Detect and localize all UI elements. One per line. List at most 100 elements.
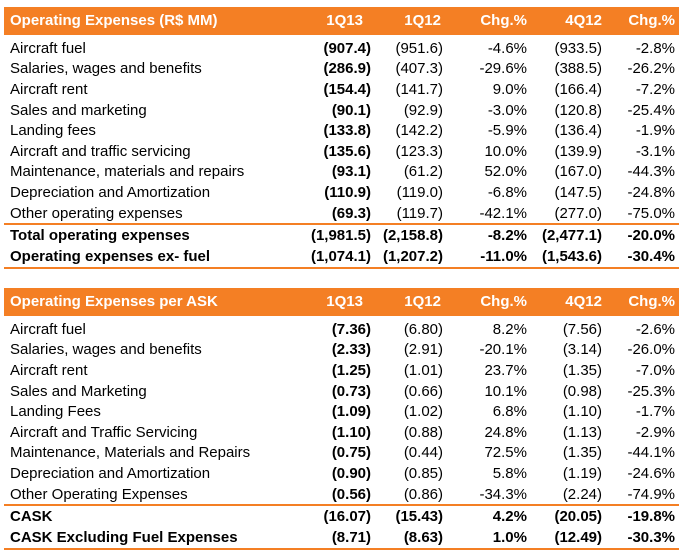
table-body: Aircraft fuel (7.36) (6.80) 8.2% (7.56) -2.6%… xyxy=(4,316,679,550)
row-value: -24.6% xyxy=(627,464,675,482)
total-value: (2,477.1) xyxy=(541,227,602,245)
row-value: 9.0% xyxy=(492,80,527,98)
total-value: (15.43) xyxy=(395,508,443,526)
total-row: CASK (16.07) (15.43) 4.2% (20.05) -19.8% xyxy=(4,504,679,527)
row-value: -20.1% xyxy=(479,341,527,359)
operating-expenses-per-ask-table: Operating Expenses per ASK 1Q13 1Q12 Chg.% 4… xyxy=(4,288,679,550)
row-label: Aircraft fuel xyxy=(10,320,86,338)
total-value: (2,158.8) xyxy=(382,227,443,245)
row-value: 6.8% xyxy=(492,403,527,421)
total-value: -20.0% xyxy=(627,227,675,245)
row-value: -6.8% xyxy=(487,183,527,201)
table-row: Aircraft rent (1.25) (1.01) 23.7% (1.35) -7.0… xyxy=(4,360,679,381)
total-label: CASK xyxy=(10,508,53,526)
column-header: 1Q12 xyxy=(404,292,441,310)
table-title: Operating Expenses (R$ MM) xyxy=(10,11,218,29)
table-row: Sales and Marketing (0.73) (0.66) 10.1% (0.9… xyxy=(4,381,679,402)
row-value: (6.80) xyxy=(403,320,443,338)
row-label: Depreciation and Amortization xyxy=(10,183,211,201)
total-value: (16.07) xyxy=(323,508,371,526)
total-value: -8.2% xyxy=(487,227,527,245)
row-label: Sales and marketing xyxy=(10,101,147,119)
total-value: 4.2% xyxy=(492,508,527,526)
row-value: (135.6) xyxy=(323,142,371,160)
row-value: -26.0% xyxy=(627,341,675,359)
row-value: -7.0% xyxy=(635,361,675,379)
row-value: (139.9) xyxy=(554,142,602,160)
total-value: -11.0% xyxy=(480,247,527,265)
row-value: (1.35) xyxy=(562,361,602,379)
total-value: (8.71) xyxy=(331,528,371,546)
row-value: (110.9) xyxy=(324,183,371,201)
total-row: Operating expenses ex- fuel (1,074.1) (1,2… xyxy=(4,246,679,267)
column-header: Chg.% xyxy=(628,292,675,310)
row-value: (154.4) xyxy=(323,80,371,98)
row-value: (3.14) xyxy=(562,341,602,359)
row-value: (907.4) xyxy=(323,39,371,57)
row-value: (0.90) xyxy=(331,464,371,482)
total-value: (1,981.5) xyxy=(310,227,371,245)
row-value: (1.25) xyxy=(331,361,371,379)
total-value: (20.05) xyxy=(554,508,602,526)
table-title: Operating Expenses per ASK xyxy=(10,292,218,310)
row-label: Aircraft and traffic servicing xyxy=(10,142,191,160)
table-row: Aircraft rent (154.4) (141.7) 9.0% (166.4) -7… xyxy=(4,79,679,100)
total-row: CASK Excluding Fuel Expenses (8.71) (8.63)… xyxy=(4,527,679,548)
row-value: (142.2) xyxy=(395,122,443,140)
row-value: (90.1) xyxy=(331,101,371,119)
row-value: -1.7% xyxy=(635,403,675,421)
row-label: Landing Fees xyxy=(10,403,101,421)
row-value: -29.6% xyxy=(479,60,527,78)
column-header: Chg.% xyxy=(480,292,527,310)
row-value: -25.4% xyxy=(627,101,675,119)
row-value: (1.02) xyxy=(403,403,443,421)
row-value: -4.6% xyxy=(487,39,527,57)
row-value: -2.6% xyxy=(635,320,675,338)
row-value: 23.7% xyxy=(484,361,527,379)
row-label: Salaries, wages and benefits xyxy=(10,60,202,78)
row-value: (0.88) xyxy=(403,423,443,441)
row-value: 72.5% xyxy=(484,444,527,462)
row-value: (69.3) xyxy=(331,204,371,222)
row-label: Other operating expenses xyxy=(10,204,183,222)
row-label: Aircraft rent xyxy=(10,361,88,379)
row-label: Aircraft and Traffic Servicing xyxy=(10,423,198,441)
total-value: (8.63) xyxy=(403,528,443,546)
row-value: 8.2% xyxy=(492,320,527,338)
row-value: (166.4) xyxy=(554,80,602,98)
row-value: (286.9) xyxy=(323,60,371,78)
row-value: 10.1% xyxy=(484,382,527,400)
table-row: Sales and marketing (90.1) (92.9) -3.0% (120… xyxy=(4,100,679,121)
table-row: Depreciation and Amortization (0.90) (0.85… xyxy=(4,463,679,484)
row-value: (1.35) xyxy=(562,444,602,462)
table-row: Landing Fees (1.09) (1.02) 6.8% (1.10) -1.7% xyxy=(4,401,679,422)
row-label: Aircraft rent xyxy=(10,80,88,98)
total-value: (1,207.2) xyxy=(382,247,443,265)
row-label: Salaries, wages and benefits xyxy=(10,341,202,359)
row-value: -26.2% xyxy=(627,60,675,78)
table-row: Maintenance, Materials and Repairs (0.75)… xyxy=(4,443,679,464)
row-value: (0.98) xyxy=(562,382,602,400)
row-value: -2.9% xyxy=(635,423,675,441)
row-value: -34.3% xyxy=(479,485,527,503)
table-row: Other Operating Expenses (0.56) (0.86) -34.… xyxy=(4,484,679,505)
row-value: (0.73) xyxy=(331,382,371,400)
row-label: Landing fees xyxy=(10,122,96,140)
total-value: -30.4% xyxy=(627,247,675,265)
row-value: (119.7) xyxy=(396,204,443,222)
table-header: Operating Expenses per ASK 1Q13 1Q12 Chg.% 4… xyxy=(4,288,679,316)
row-value: (133.8) xyxy=(323,122,371,140)
row-value: (61.2) xyxy=(403,163,443,181)
column-header: 1Q13 xyxy=(326,11,363,29)
row-value: (2.24) xyxy=(562,485,602,503)
table-row: Other operating expenses (69.3) (119.7) -42… xyxy=(4,203,679,224)
table-row: Aircraft and Traffic Servicing (1.10) (0.8… xyxy=(4,422,679,443)
row-value: -25.3% xyxy=(627,382,675,400)
row-value: (933.5) xyxy=(554,39,602,57)
total-value: 1.0% xyxy=(492,528,527,546)
row-value: (0.75) xyxy=(331,444,371,462)
row-value: (2.91) xyxy=(403,341,443,359)
operating-expenses-table: Operating Expenses (R$ MM) 1Q13 1Q12 Chg.% 4… xyxy=(4,7,679,269)
column-header: 1Q13 xyxy=(326,292,363,310)
row-value: 52.0% xyxy=(484,163,527,181)
